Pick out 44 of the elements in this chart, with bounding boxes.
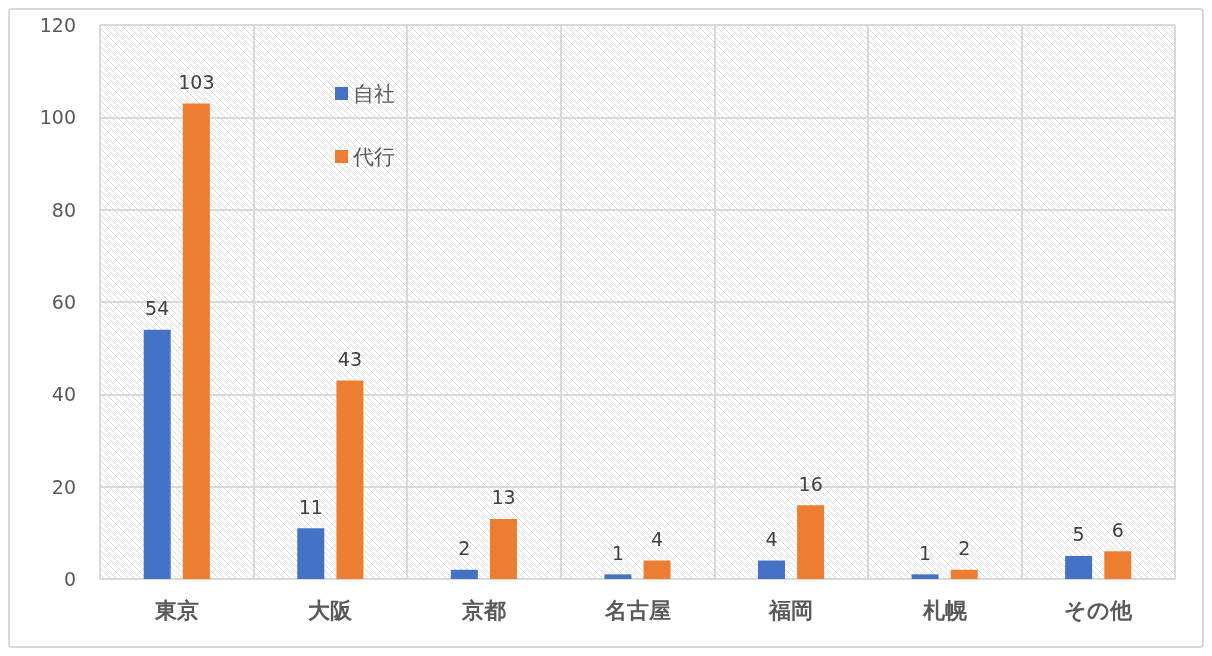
bar	[797, 505, 825, 579]
data-label: 1	[611, 541, 624, 564]
bar	[336, 380, 364, 579]
bar	[1104, 551, 1132, 579]
bar	[911, 574, 939, 579]
y-tick-label: 20	[51, 475, 76, 498]
bar	[758, 560, 785, 579]
bar	[604, 574, 632, 579]
data-label: 11	[298, 495, 323, 518]
bar	[450, 569, 478, 579]
bar	[490, 518, 517, 579]
x-tick-label: 福岡	[768, 597, 814, 623]
data-label: 4	[651, 528, 664, 551]
bar	[297, 528, 325, 579]
data-label: 6	[1111, 518, 1124, 541]
x-tick-label: 京都	[460, 597, 506, 623]
data-label: 5	[1072, 523, 1085, 546]
bar	[143, 329, 171, 579]
data-label: 13	[491, 486, 516, 509]
data-label: 54	[145, 297, 170, 320]
data-label: 4	[765, 528, 778, 551]
bar	[643, 560, 671, 579]
data-label: 103	[178, 70, 215, 93]
data-label: 2	[958, 537, 971, 560]
y-tick-label: 0	[63, 568, 76, 590]
y-tick-label: 120	[39, 14, 76, 36]
bar	[182, 103, 210, 579]
x-tick-label: その他	[1064, 597, 1134, 623]
data-label: 43	[337, 347, 363, 370]
x-tick-label: 大阪	[308, 597, 354, 623]
x-tick-label: 札幌	[921, 597, 967, 623]
x-tick-label: 名古屋	[603, 597, 671, 623]
bar	[950, 569, 978, 579]
x-tick-label: 東京	[153, 597, 199, 623]
data-label: 1	[919, 541, 932, 564]
data-label: 16	[798, 472, 823, 495]
legend-label: 代行	[352, 144, 395, 169]
bar	[1065, 555, 1093, 579]
y-tick-label: 100	[39, 106, 76, 129]
legend-label: 自社	[353, 81, 395, 106]
y-tick-label: 40	[51, 383, 76, 406]
y-tick-label: 80	[51, 198, 76, 221]
data-label: 2	[458, 537, 471, 560]
y-tick-label: 60	[51, 291, 76, 313]
